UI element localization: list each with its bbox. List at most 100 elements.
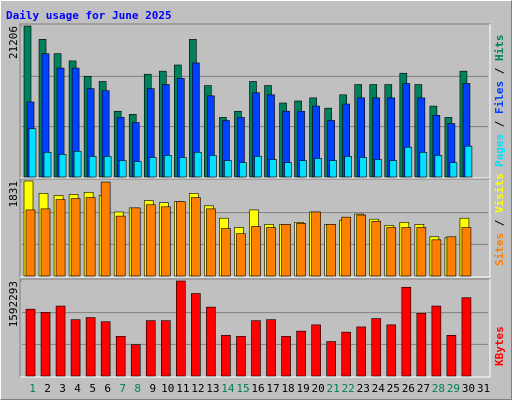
bar xyxy=(449,162,458,178)
y-tick-label: 21206 xyxy=(7,26,20,59)
bar xyxy=(266,227,276,277)
bar xyxy=(209,155,217,178)
x-tick-label: 27 xyxy=(417,382,430,395)
bar xyxy=(341,216,351,277)
legend-entry: Visits xyxy=(493,173,506,213)
bar xyxy=(100,321,111,377)
bar xyxy=(401,286,412,377)
chart-title: Daily usage for June 2025 xyxy=(6,9,172,22)
x-tick-label: 24 xyxy=(372,382,386,395)
x-tick-label: 28 xyxy=(432,382,445,395)
legend-entry: Sites xyxy=(493,233,506,266)
bar xyxy=(284,162,292,178)
bar xyxy=(191,197,201,277)
bar xyxy=(115,215,126,277)
bar xyxy=(446,236,457,277)
x-tick-label: 8 xyxy=(134,382,141,395)
x-tick-label: 20 xyxy=(312,382,325,395)
bar xyxy=(100,181,111,277)
x-tick-label: 18 xyxy=(281,382,294,395)
x-tick-label: 10 xyxy=(161,382,174,395)
bar xyxy=(58,154,67,178)
bar xyxy=(221,228,231,277)
x-tick-label: 16 xyxy=(251,382,264,395)
bar xyxy=(461,227,472,277)
bar xyxy=(371,318,382,377)
bar xyxy=(224,160,232,178)
bar xyxy=(431,239,442,277)
bar xyxy=(281,336,291,377)
bar xyxy=(160,206,171,277)
bar xyxy=(326,341,336,377)
bar xyxy=(73,151,82,178)
bar xyxy=(299,160,307,178)
bar xyxy=(85,197,96,277)
bar xyxy=(103,156,112,178)
plot-bevel xyxy=(20,24,491,179)
bar xyxy=(374,159,383,178)
bar xyxy=(359,157,368,178)
bar xyxy=(206,208,216,277)
bar xyxy=(70,319,81,377)
x-tick-label: 31 xyxy=(477,382,490,395)
bar xyxy=(269,159,277,178)
bar xyxy=(148,157,157,178)
bar xyxy=(206,306,216,377)
bar xyxy=(70,198,81,277)
bar xyxy=(326,224,336,277)
y-tick-label: 1831 xyxy=(7,181,20,208)
legend-separator: / xyxy=(493,114,506,134)
x-tick-label: 9 xyxy=(149,382,156,395)
x-tick-label: 3 xyxy=(59,382,66,395)
x-tick-label: 15 xyxy=(236,382,249,395)
bar xyxy=(28,128,37,178)
legend-separator: / xyxy=(493,61,506,81)
plot-bevel xyxy=(20,279,491,378)
bar xyxy=(281,224,291,277)
x-tick-label: 2 xyxy=(44,382,51,395)
bar xyxy=(314,158,322,178)
legend-entry: Pages xyxy=(493,134,506,167)
bar xyxy=(251,320,261,377)
x-tick-label: 22 xyxy=(342,382,355,395)
bar xyxy=(176,201,186,277)
x-tick-label: 26 xyxy=(402,382,415,395)
legend: Pages / Files / Hits xyxy=(493,35,506,168)
bar xyxy=(25,209,36,277)
bar xyxy=(386,324,397,377)
bar xyxy=(133,161,142,178)
y-tick-label: 1592293 xyxy=(7,281,20,327)
bar xyxy=(401,227,412,277)
bar xyxy=(404,146,413,178)
bar xyxy=(130,207,141,277)
x-tick-label: 6 xyxy=(104,382,111,395)
legend: KBytes xyxy=(493,326,506,366)
x-tick-label: 30 xyxy=(462,382,475,395)
bar xyxy=(40,312,51,377)
bar xyxy=(416,313,427,377)
x-tick-label: 11 xyxy=(176,382,189,395)
bar xyxy=(356,214,367,277)
bar xyxy=(118,160,127,178)
bar xyxy=(389,160,398,178)
bar xyxy=(239,162,247,178)
bar xyxy=(55,199,66,277)
x-tick-label: 13 xyxy=(206,382,219,395)
bar xyxy=(145,320,156,377)
bar xyxy=(163,155,172,178)
bar xyxy=(434,155,443,178)
legend: Sites / Visits xyxy=(493,173,506,266)
bar xyxy=(251,226,261,277)
x-tick-label: 5 xyxy=(89,382,96,395)
plot-bevel xyxy=(20,179,491,278)
legend-entry: Files xyxy=(493,81,506,114)
bar xyxy=(371,220,382,277)
x-tick-label: 23 xyxy=(357,382,370,395)
bar xyxy=(329,160,337,178)
bar xyxy=(85,317,96,377)
bar xyxy=(236,233,246,277)
legend-entry: KBytes xyxy=(493,326,506,366)
legend-separator: / xyxy=(493,213,506,233)
